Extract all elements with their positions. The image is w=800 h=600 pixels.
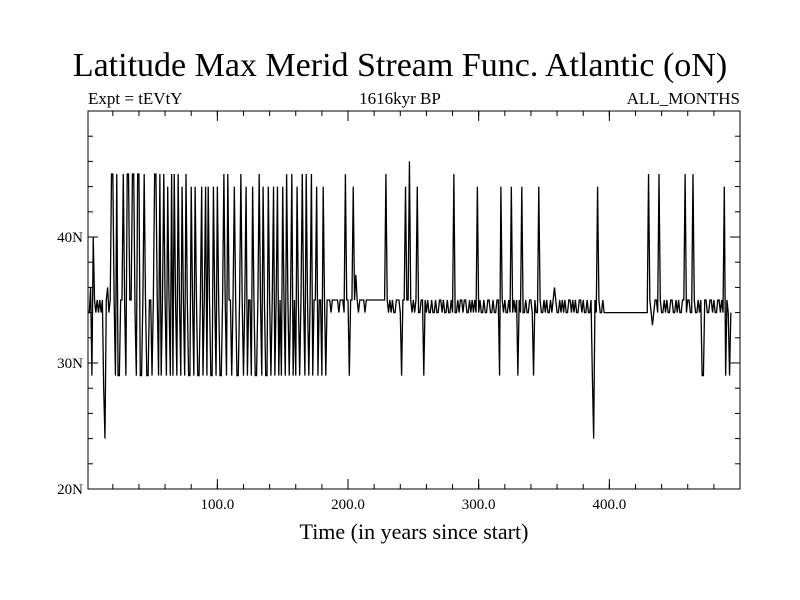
x-tick-label: 400.0 [592,497,626,513]
y-tick-label: 30N [57,356,83,372]
y-tick-label: 20N [57,482,83,498]
x-tick-label: 200.0 [331,497,365,513]
axis-tick-labels: 100.0 200.0 300.0 400.0 20N 30N 40N [57,230,626,513]
series-line [88,161,732,439]
y-tick-label: 40N [57,230,83,246]
period-label: 1616kyr BP [359,89,441,108]
chart-title: Latitude Max Merid Stream Func. Atlantic… [72,47,728,84]
axis-ticks [88,111,740,490]
x-tick-label: 300.0 [462,497,496,513]
experiment-label: Expt = tEVtY [88,89,183,108]
months-label: ALL_MONTHS [626,89,740,108]
x-axis-label: Time (in years since start) [299,519,529,544]
plot-frame [87,110,741,490]
x-tick-label: 100.0 [200,497,234,513]
